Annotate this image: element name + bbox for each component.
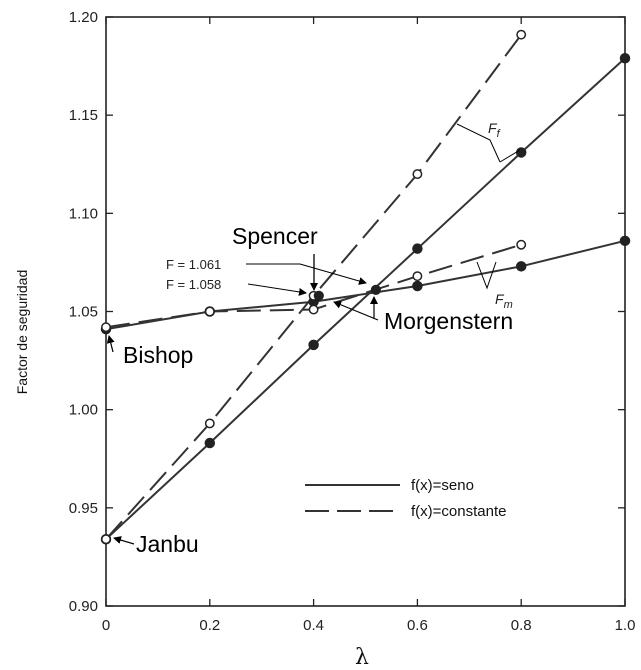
- series-layer: [105, 34, 626, 540]
- arrow-janbu: [113, 536, 135, 545]
- x-tick-label: 1.0: [615, 617, 636, 634]
- data-point: [308, 304, 319, 315]
- legend-label-constante: f(x)=constante: [411, 503, 506, 520]
- arrow-morgenstern-1: [333, 300, 379, 321]
- data-point: [619, 52, 631, 64]
- data-point: [515, 147, 527, 158]
- data-point: [412, 271, 423, 282]
- data-point: [412, 243, 423, 254]
- x-tick-label: 0.8: [511, 617, 532, 634]
- data-point: [101, 322, 111, 333]
- x-tick-label: 0: [102, 617, 110, 634]
- y-tick-label: 1.20: [69, 9, 98, 26]
- data-point: [204, 418, 215, 429]
- x-tick-label: 0.4: [303, 617, 324, 634]
- y-tick-label: 0.95: [69, 500, 98, 517]
- data-point: [619, 235, 631, 247]
- y-tick-label: 1.00: [69, 402, 98, 419]
- annotations: Spencer F = 1.061 F = 1.058 Morgenstern …: [106, 120, 521, 557]
- data-point: [101, 534, 111, 545]
- markers-layer: [100, 29, 631, 545]
- label-ff: Ff: [488, 120, 501, 140]
- axes: [105, 16, 626, 607]
- data-point: [515, 261, 527, 272]
- ticks: 0.90 0.95 1.00 1.05 1.10 1.15 1.20 0 0.2 0.4 0.6 0.…: [69, 9, 636, 634]
- y-tick-label: 1.15: [69, 107, 98, 124]
- data-point: [516, 29, 527, 40]
- data-point: [204, 306, 215, 317]
- data-point: [204, 437, 216, 449]
- data-point: [412, 169, 423, 180]
- y-tick-label: 0.90: [69, 598, 98, 615]
- label-fm: Fm: [495, 291, 513, 311]
- legend: f(x)=seno f(x)=constante: [305, 477, 506, 520]
- arrow-f1061: [299, 263, 367, 285]
- annotation-f1058: F = 1.058: [166, 277, 221, 292]
- x-axis-label: λ: [355, 645, 369, 670]
- data-point: [308, 339, 319, 351]
- data-point: [412, 280, 423, 292]
- data-point: [516, 239, 527, 250]
- leader-ff: [456, 123, 501, 163]
- intersection-point: [370, 284, 381, 296]
- intersection-point: [313, 290, 324, 301]
- legend-label-seno: f(x)=seno: [411, 477, 474, 494]
- annotation-spencer: Spencer: [232, 223, 318, 249]
- leader-fm: [476, 261, 497, 290]
- annotation-janbu: Janbu: [136, 531, 199, 557]
- x-tick-label: 0.2: [199, 617, 220, 634]
- annotation-f1061: F = 1.061: [166, 257, 221, 272]
- series-line-seno-ff: [105, 57, 626, 540]
- arrow-bishop: [106, 335, 115, 353]
- annotation-bishop: Bishop: [123, 342, 193, 368]
- x-tick-label: 0.6: [407, 617, 428, 634]
- y-tick-label: 1.10: [69, 205, 98, 222]
- y-axis-label: Factor de seguridad: [14, 270, 30, 395]
- y-tick-label: 1.05: [69, 304, 98, 321]
- leader-ff-2: [499, 149, 521, 163]
- arrow-f1058: [247, 283, 307, 296]
- annotation-morgenstern: Morgenstern: [384, 308, 513, 334]
- plot-frame: [105, 16, 626, 607]
